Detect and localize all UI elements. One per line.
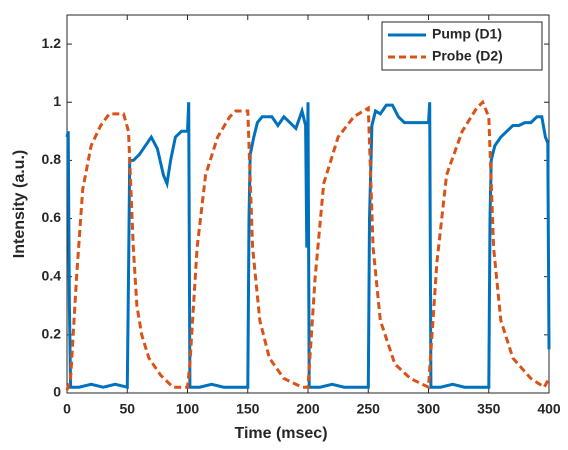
y-tick-label: 0.6 xyxy=(42,209,62,225)
x-tick-label: 300 xyxy=(417,401,441,417)
y-tick-label: 0.4 xyxy=(42,267,62,283)
x-tick-label: 150 xyxy=(236,401,260,417)
legend-label: Pump (D1) xyxy=(432,26,502,42)
x-tick-label: 100 xyxy=(176,401,200,417)
y-tick-label: 0 xyxy=(53,384,61,400)
legend-box xyxy=(381,21,543,71)
x-axis-label: Time (msec) xyxy=(234,425,327,442)
x-tick-label: 250 xyxy=(357,401,381,417)
x-tick-label: 200 xyxy=(296,401,320,417)
x-tick-label: 400 xyxy=(537,401,561,417)
series-line xyxy=(65,102,551,390)
y-axis-label: Intensity (a.u.) xyxy=(11,150,28,258)
y-tick-label: 0.8 xyxy=(42,151,62,167)
y-tick-label: 1.2 xyxy=(42,35,62,51)
x-tick-label: 50 xyxy=(119,401,135,417)
legend-label: Probe (D2) xyxy=(432,48,503,64)
series-line xyxy=(65,99,551,391)
y-tick-label: 0.2 xyxy=(42,326,62,342)
y-tick-label: 1 xyxy=(53,93,61,109)
x-tick-label: 0 xyxy=(63,401,71,417)
x-tick-label: 350 xyxy=(477,401,501,417)
